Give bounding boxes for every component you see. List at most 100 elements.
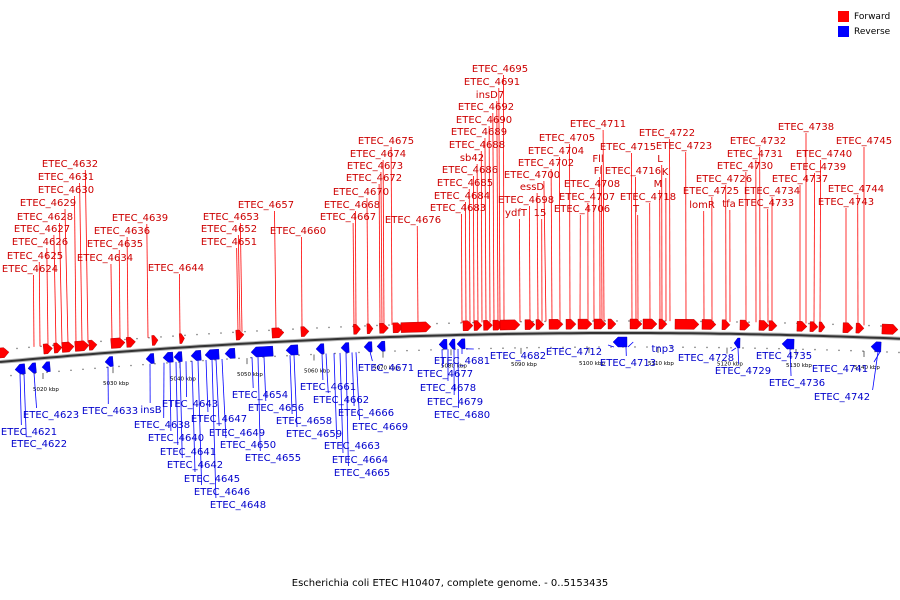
forward-gene-arrow: [593, 318, 607, 330]
forward-gene-arrow: [818, 321, 826, 333]
forward-gene-arrow: [499, 319, 521, 331]
forward-leader-line: [274, 210, 277, 330]
forward-leader-line: [529, 205, 531, 322]
forward-gene-label: ETEC_4695: [472, 64, 528, 75]
reverse-gene-label: ETEC_4662: [313, 395, 369, 406]
scale-dot: [388, 324, 390, 326]
forward-leader-line: [543, 180, 547, 322]
forward-leader-line: [416, 225, 419, 325]
scale-dot: [40, 345, 42, 348]
reverse-gene-label: ETEC_4655: [245, 453, 301, 464]
forward-gene-label: ETEC_4744: [828, 184, 884, 195]
reverse-gene-arrow: [612, 336, 628, 348]
reverse-gene-arrow: [315, 343, 325, 354]
scale-dot: [232, 331, 234, 334]
forward-gene-label: ETEC_4683: [430, 203, 486, 214]
forward-gene-arrow: [392, 322, 404, 334]
forward-gene-label: ETEC_4745: [836, 136, 892, 147]
forward-gene-label: ETEC_4652: [201, 224, 257, 235]
forward-leader-line: [496, 100, 499, 323]
reverse-leader-line: [221, 358, 227, 439]
forward-gene-label: ETEC_4627: [14, 224, 70, 235]
forward-leader-line: [492, 112, 495, 323]
scale-dot: [880, 325, 882, 327]
reverse-gene-label: ETEC_4681: [434, 356, 490, 367]
forward-gene-label: ETEC_4705: [539, 133, 595, 144]
forward-gene-arrow: [42, 343, 53, 355]
scale-dot: [718, 346, 720, 349]
scale-dot: [442, 348, 444, 351]
reverse-gene-label: ETEC_4638: [134, 420, 190, 431]
scale-dot: [106, 366, 108, 369]
forward-gene-label: ETEC_4667: [320, 212, 376, 223]
tick-label: 5110 kbp: [648, 361, 674, 367]
forward-gene-label: ETEC_4734: [744, 186, 800, 197]
scale-dot: [832, 323, 834, 326]
forward-leader-line: [488, 125, 491, 323]
forward-gene-arrow: [379, 323, 389, 334]
forward-leader-line: [38, 261, 41, 347]
scale-dot: [10, 374, 12, 377]
reverse-gene-arrow: [173, 351, 183, 362]
forward-gene-label: ETEC_4624: [2, 264, 58, 275]
forward-gene-label: ETEC_4644: [148, 263, 204, 274]
scale-dot: [862, 350, 864, 352]
forward-leader-line: [464, 201, 467, 323]
forward-gene-arrow: [642, 318, 658, 330]
scale-dot: [448, 322, 450, 325]
reverse-gene-label: ETEC_4677: [417, 369, 473, 380]
forward-gene-label: ETEC_4737: [772, 174, 828, 185]
reverse-gene-label: ETEC_4664: [332, 455, 388, 466]
reverse-gene-arrow: [781, 338, 795, 350]
forward-leader-line: [536, 192, 539, 322]
reverse-leader-line: [369, 351, 373, 362]
forward-gene-label: ETEC_4634: [77, 253, 133, 264]
forward-gene-label: M: [654, 179, 663, 190]
forward-leader-line: [390, 146, 393, 325]
scale-dot: [802, 348, 804, 351]
scale-dot: [160, 336, 162, 338]
forward-gene-label: Fll: [592, 154, 603, 165]
scale-dot: [514, 347, 516, 349]
reverse-gene-arrow: [250, 345, 274, 358]
reverse-gene-label: ETEC_4678: [420, 383, 476, 394]
scale-dot: [778, 347, 780, 350]
forward-gene-arrow: [721, 319, 731, 330]
scale-dot: [184, 334, 186, 337]
forward-leader-line: [498, 87, 501, 323]
reverse-leader-line: [251, 357, 254, 389]
forward-leader-line: [33, 274, 35, 347]
scale-dot: [148, 336, 150, 339]
forward-gene-label: ETEC_4731: [727, 149, 783, 160]
reverse-leader-line: [737, 347, 740, 365]
forward-gene-arrow: [548, 319, 564, 330]
reverse-leader-line: [789, 349, 792, 377]
forward-gene-label: essD: [520, 182, 545, 193]
forward-leader-line: [239, 222, 243, 332]
scale-dot: [838, 349, 840, 352]
scale-dot: [478, 347, 480, 350]
forward-leader-line: [472, 175, 475, 323]
scale-dot: [628, 320, 630, 322]
forward-gene-label: lomR: [689, 200, 715, 211]
reverse-leader-line: [345, 352, 349, 467]
reverse-leader-line: [325, 353, 329, 394]
reverse-gene-label: ETEC_4735: [756, 351, 812, 362]
forward-gene-label: ETEC_4700: [504, 170, 560, 181]
forward-gene-label: tfa: [722, 199, 736, 210]
reverse-gene-label: ETEC_4622: [11, 439, 67, 450]
reverse-leader-line: [211, 359, 217, 499]
forward-gene-label: ETEC_4639: [112, 213, 168, 224]
tick-label: 5070 kbp: [373, 366, 399, 372]
forward-gene-label: ETEC_4625: [7, 251, 63, 262]
reverse-gene-arrow: [733, 337, 741, 349]
scale-dot: [742, 347, 744, 349]
forward-leader-line: [480, 150, 483, 323]
reverse-gene-label: ETEC_4736: [769, 378, 825, 389]
scale-dot: [490, 347, 492, 350]
forward-gene-arrow: [701, 319, 717, 330]
scale-dot: [808, 322, 810, 325]
forward-gene-label: 15: [534, 208, 547, 219]
reverse-gene-label: ETEC_4728: [678, 353, 734, 364]
scale-dot: [610, 346, 612, 348]
